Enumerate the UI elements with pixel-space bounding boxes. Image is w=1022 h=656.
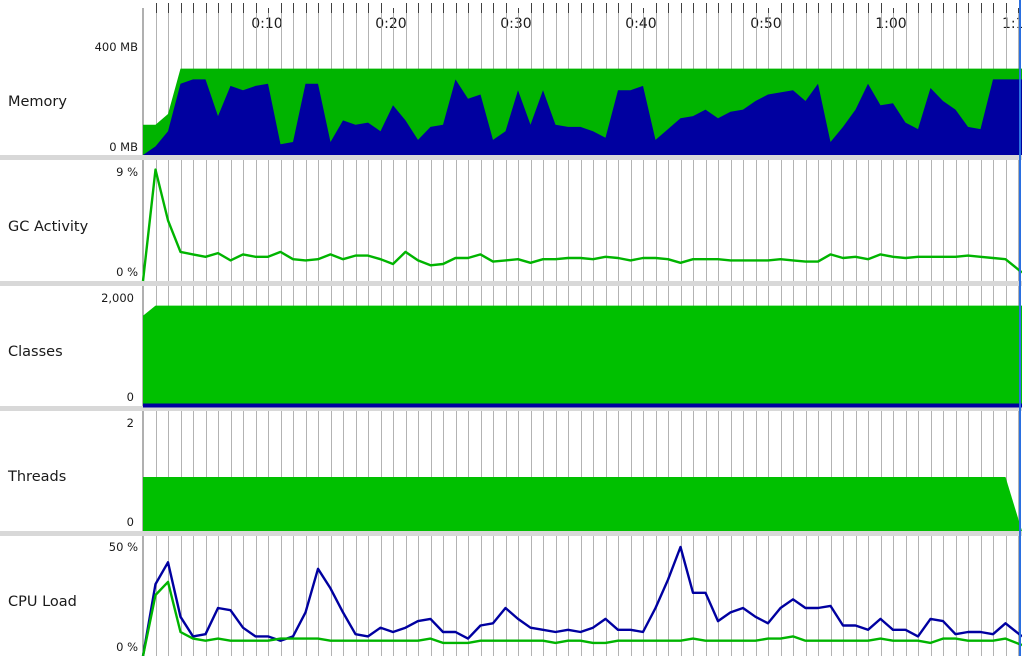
threads-panel[interactable]: Threads 2 0: [7, 411, 1022, 531]
gc-activity-label: GC Activity: [8, 219, 89, 235]
classes-series: [143, 305, 1022, 408]
memory-y-bottom-label: 0 MB: [109, 140, 138, 154]
threads-panel-area-series-0: [143, 477, 1022, 531]
gc-y-bottom-label: 0 %: [116, 265, 138, 279]
panel-separator: [0, 281, 1022, 286]
threads-label: Threads: [7, 469, 66, 485]
threads-y-top-label: 2: [127, 416, 134, 430]
cpu-y-top-label: 50 %: [109, 540, 138, 554]
classes-panel-area-series-0: [143, 305, 1022, 406]
time-tick-label: 0:50: [750, 16, 781, 32]
time-tick-label: 1:00: [875, 16, 906, 32]
gc-grid: [142, 160, 1019, 281]
gc-activity-panel[interactable]: GC Activity 9 % 0 %: [8, 160, 1022, 282]
cpu-y-bottom-label: 0 %: [116, 640, 138, 654]
time-axis-ticks: [156, 3, 1019, 13]
panel-separator: [0, 531, 1022, 536]
time-tick-label: 0:30: [500, 16, 531, 32]
time-tick-label: 0:20: [375, 16, 406, 32]
memory-panel[interactable]: Memory 400 MB 0 MB: [8, 8, 1022, 155]
classes-panel[interactable]: Classes 2,000 0: [8, 286, 1022, 408]
cpu-load-label: CPU Load: [8, 594, 77, 610]
cpu-series: [141, 545, 1022, 656]
time-tick-label: 0:10: [251, 16, 282, 32]
time-tick-label: 1:1: [1002, 16, 1022, 32]
gc-y-top-label: 9 %: [116, 165, 138, 179]
cpu-load-panel-line-series-1: [141, 580, 1022, 656]
memory-series: [143, 68, 1022, 155]
panel-separator: [0, 406, 1022, 411]
threads-series: [143, 477, 1022, 531]
memory-label: Memory: [8, 94, 67, 110]
panel-separator: [0, 155, 1022, 160]
gc-activity-panel-line-series-0: [141, 168, 1022, 282]
cpu-grid: [142, 536, 1019, 656]
memory-panel-area-series-1: [143, 79, 1022, 155]
time-tick-label: 0:40: [625, 16, 656, 32]
time-axis: 0:10 0:20 0:30 0:40 0:50 1:00 1:1: [251, 16, 1022, 32]
classes-y-top-label: 2,000: [101, 291, 134, 305]
threads-grid: [142, 411, 1019, 531]
classes-y-bottom-label: 0: [127, 390, 134, 404]
gc-series: [141, 168, 1022, 282]
threads-y-bottom-label: 0: [127, 515, 134, 529]
cpu-load-panel[interactable]: CPU Load 50 % 0 %: [8, 536, 1022, 656]
classes-label: Classes: [8, 344, 63, 360]
memory-y-top-label: 400 MB: [95, 40, 139, 54]
